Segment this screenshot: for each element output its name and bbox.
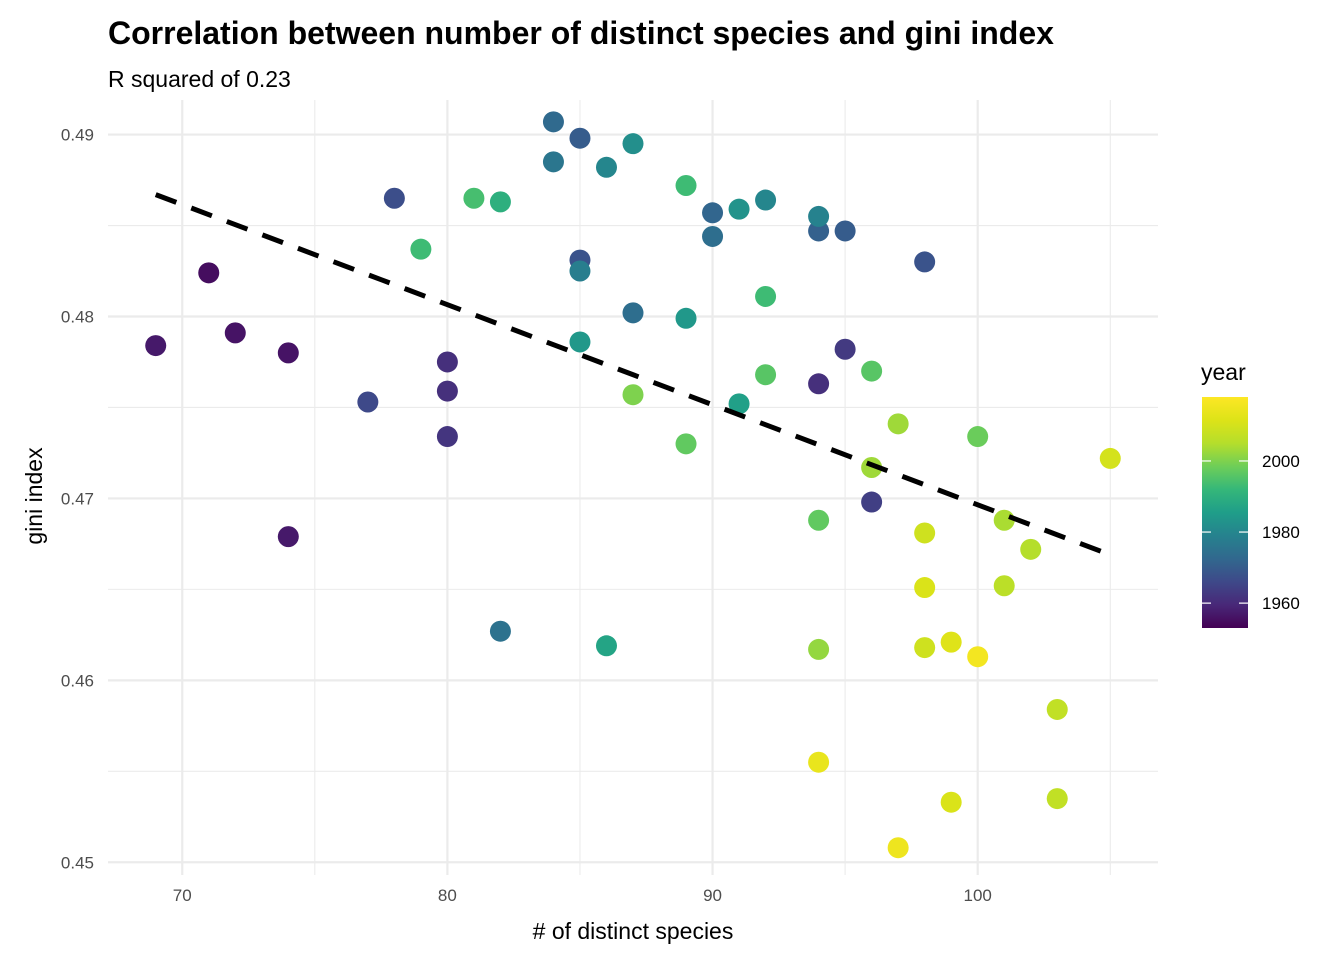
y-tick-label: 0.46 — [61, 671, 94, 690]
data-point — [887, 413, 909, 435]
data-point — [808, 751, 830, 773]
data-point — [410, 238, 432, 260]
data-point — [914, 251, 936, 273]
data-point — [357, 391, 379, 413]
data-point — [569, 260, 591, 282]
x-tick-label: 100 — [964, 886, 992, 905]
legend-colorbar — [1202, 397, 1248, 628]
data-point — [675, 175, 697, 197]
x-axis-ticks: 70 80 90 100 — [173, 886, 992, 905]
data-point — [1099, 447, 1121, 469]
y-tick-label: 0.45 — [61, 853, 94, 872]
data-point — [145, 335, 167, 357]
data-point — [277, 526, 299, 548]
data-point — [489, 620, 511, 642]
data-point — [622, 302, 644, 324]
data-point — [808, 509, 830, 531]
data-point — [622, 133, 644, 155]
legend-title: year — [1201, 359, 1246, 385]
y-tick-label: 0.49 — [61, 126, 94, 145]
data-point — [436, 380, 458, 402]
data-point — [808, 220, 830, 242]
x-tick-label: 90 — [703, 886, 722, 905]
data-point — [463, 187, 485, 209]
major-gridlines — [108, 100, 1158, 875]
legend-break-label: 1980 — [1262, 523, 1300, 542]
data-point — [436, 351, 458, 373]
data-point — [967, 426, 989, 448]
regression-trend-line — [154, 192, 1112, 558]
data-point — [755, 189, 777, 211]
data-point — [277, 342, 299, 364]
x-tick-label: 80 — [438, 886, 457, 905]
data-point — [728, 198, 750, 220]
data-point — [1046, 788, 1068, 810]
data-point — [834, 220, 856, 242]
minor-gridlines — [108, 100, 1158, 875]
data-point — [940, 631, 962, 653]
data-point — [224, 322, 246, 344]
color-legend: year 1960 1980 2000 — [1201, 359, 1300, 628]
data-point — [861, 360, 883, 382]
data-point — [595, 635, 617, 657]
y-tick-label: 0.47 — [61, 489, 94, 508]
data-point — [993, 509, 1015, 531]
data-point — [198, 262, 220, 284]
data-point — [914, 577, 936, 599]
data-point — [755, 364, 777, 386]
data-point — [1020, 538, 1042, 560]
legend-break-label: 2000 — [1262, 452, 1300, 471]
data-point — [755, 285, 777, 307]
x-axis-title: # of distinct species — [533, 918, 734, 944]
data-point — [887, 837, 909, 859]
data-point — [808, 373, 830, 395]
data-point — [914, 637, 936, 659]
data-point — [702, 225, 724, 247]
data-points — [145, 111, 1121, 859]
data-point — [542, 151, 564, 173]
data-point — [542, 111, 564, 133]
data-point — [569, 331, 591, 353]
data-point — [1046, 698, 1068, 720]
x-tick-label: 70 — [173, 886, 192, 905]
data-point — [675, 433, 697, 455]
legend-break-label: 1960 — [1262, 594, 1300, 613]
data-point — [834, 338, 856, 360]
data-point — [383, 187, 405, 209]
data-point — [808, 205, 830, 227]
chart-title: Correlation between number of distinct s… — [108, 15, 1054, 51]
data-point — [675, 307, 697, 329]
data-point — [967, 646, 989, 668]
y-axis-ticks: 0.45 0.46 0.47 0.48 0.49 — [61, 126, 94, 873]
data-point — [808, 638, 830, 660]
data-point — [728, 393, 750, 415]
y-axis-title: gini index — [21, 447, 47, 545]
data-point — [595, 156, 617, 178]
data-point — [702, 202, 724, 224]
data-point — [436, 426, 458, 448]
y-tick-label: 0.48 — [61, 307, 94, 326]
chart-subtitle: R squared of 0.23 — [108, 66, 291, 92]
data-point — [569, 127, 591, 149]
data-point — [993, 575, 1015, 597]
data-point — [861, 456, 883, 478]
data-point — [489, 191, 511, 213]
data-point — [861, 491, 883, 513]
data-point — [940, 791, 962, 813]
data-point — [622, 384, 644, 406]
data-point — [914, 522, 936, 544]
